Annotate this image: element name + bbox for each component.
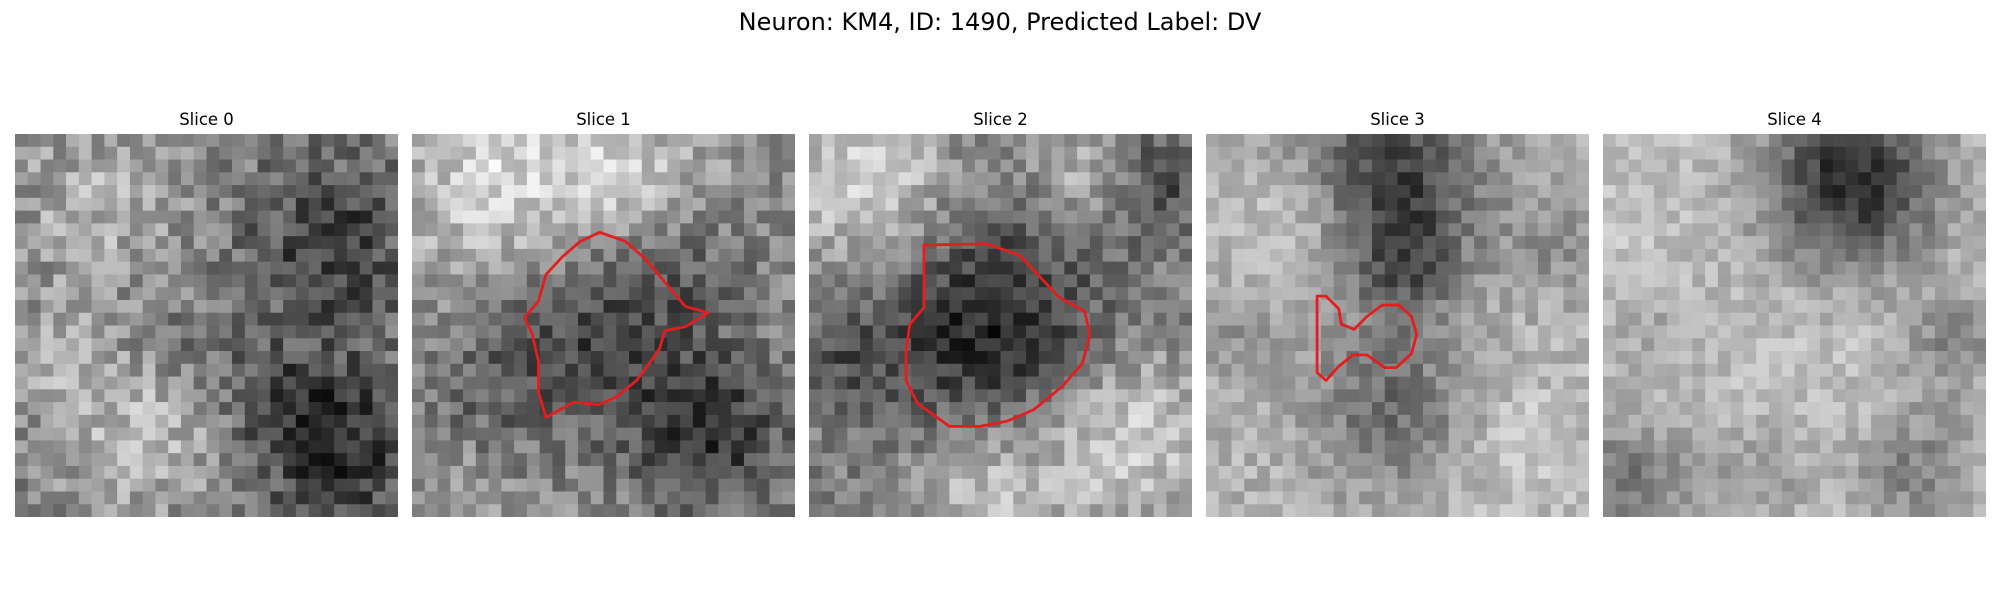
figure-title: Neuron: KM4, ID: 1490, Predicted Label: … [738,8,1262,36]
slice-title: Slice 1 [576,110,631,129]
slice-image [809,134,1192,517]
roi-contour [522,230,710,419]
slice-panel-0: Slice 0 [15,110,398,517]
slice-image [412,134,795,517]
pixel-grid [412,134,795,517]
slice-panel-2: Slice 2 [809,110,1192,517]
slice-title: Slice 2 [973,110,1028,129]
slice-image [1206,134,1589,517]
roi-contour [1315,294,1419,382]
pixel-grid [809,134,1192,517]
slice-title: Slice 4 [1767,110,1822,129]
pixel-grid [1603,134,1986,517]
slice-image [15,134,398,517]
slice-panel-3: Slice 3 [1206,110,1589,517]
slice-image [1603,134,1986,517]
slice-panel-4: Slice 4 [1603,110,1986,517]
slice-title: Slice 3 [1370,110,1425,129]
pixel-grid [15,134,398,517]
pixel-grid [1206,134,1589,517]
roi-contour [904,242,1092,428]
slice-title: Slice 0 [179,110,234,129]
slice-panel-1: Slice 1 [412,110,795,517]
